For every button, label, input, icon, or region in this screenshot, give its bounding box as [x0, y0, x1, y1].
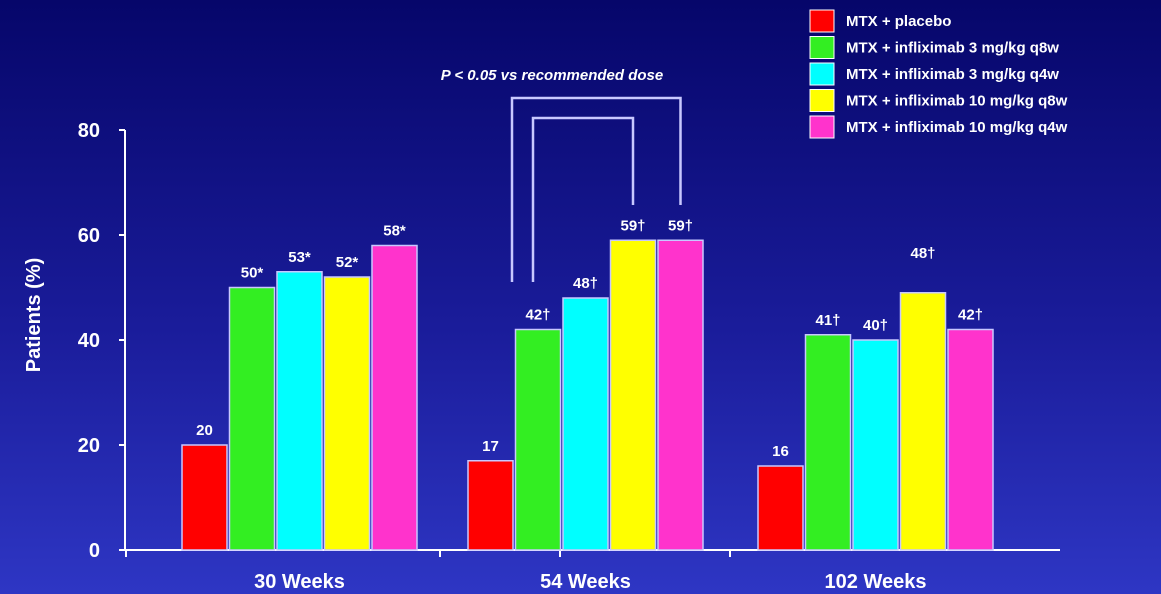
- legend-label: MTX + placebo: [846, 13, 951, 30]
- legend-label: MTX + infliximab 3 mg/kg q8w: [846, 40, 1059, 57]
- y-tick-label: 0: [89, 540, 100, 562]
- significance-brackets: [510, 96, 682, 282]
- bar: [947, 328, 994, 551]
- data-label: 59†: [668, 217, 693, 234]
- chart-bars: [181, 239, 994, 551]
- data-label: 42†: [525, 307, 550, 324]
- legend-label: MTX + infliximab 10 mg/kg q4w: [846, 119, 1068, 136]
- data-label: 16: [772, 443, 789, 460]
- bar: [514, 328, 562, 551]
- significance-annotation: P < 0.05 vs recommended dose: [441, 67, 663, 84]
- x-tick-label: 102 Weeks: [825, 571, 927, 593]
- data-label: 52*: [336, 254, 359, 271]
- bar: [804, 334, 852, 551]
- data-label: 41†: [815, 312, 840, 329]
- bar: [371, 244, 418, 551]
- data-label: 50*: [241, 265, 264, 282]
- data-label: 59†: [620, 217, 645, 234]
- data-label: 48†: [573, 275, 598, 292]
- legend-swatch: [809, 9, 835, 33]
- legend-label: MTX + infliximab 10 mg/kg q8w: [846, 93, 1068, 110]
- bracket-inner: [531, 116, 635, 282]
- bar: [181, 444, 228, 551]
- y-tick-label: 60: [78, 225, 100, 247]
- chart-legend: MTX + placebo MTX + infliximab 3 mg/kg q8…: [809, 9, 1068, 139]
- bar: [467, 460, 514, 551]
- legend-swatch: [809, 115, 835, 139]
- y-tick-label: 80: [78, 120, 100, 142]
- legend-swatch: [809, 89, 835, 112]
- legend-label: MTX + infliximab 3 mg/kg q4w: [846, 66, 1059, 83]
- x-tick-label: 54 Weeks: [540, 571, 631, 593]
- y-tick-label: 40: [78, 330, 100, 352]
- y-tick-label: 20: [78, 435, 100, 457]
- bar: [609, 239, 657, 551]
- y-axis-label: Patients (%): [23, 258, 45, 372]
- bar: [899, 292, 947, 551]
- data-label: 53*: [288, 249, 311, 266]
- bar: [757, 465, 804, 551]
- legend-swatch: [809, 36, 835, 59]
- chart-axes: 0 20 40 60 80 30 Weeks 54 Weeks 102 Weeks: [78, 120, 1060, 593]
- bar: [852, 339, 899, 551]
- bar: [657, 239, 704, 551]
- bar: [323, 276, 371, 551]
- data-label: 20: [196, 422, 213, 439]
- x-tick-label: 30 Weeks: [254, 571, 345, 593]
- annotation-text: P < 0.05 vs recommended dose: [441, 67, 663, 84]
- data-label: 17: [482, 438, 499, 455]
- data-label: 40†: [863, 317, 888, 334]
- bracket-outer: [510, 96, 682, 282]
- data-label: 48†: [910, 245, 935, 262]
- bar: [562, 297, 609, 551]
- data-label: 58*: [383, 223, 406, 240]
- legend-swatch: [809, 62, 835, 86]
- data-label: 42†: [958, 307, 983, 324]
- bar: [276, 271, 323, 551]
- chart-data-labels: 20 17 16 50* 42† 41† 53* 48† 40† 52* 59† 48† 58* 59† 4…: [196, 217, 983, 460]
- bar: [228, 286, 276, 551]
